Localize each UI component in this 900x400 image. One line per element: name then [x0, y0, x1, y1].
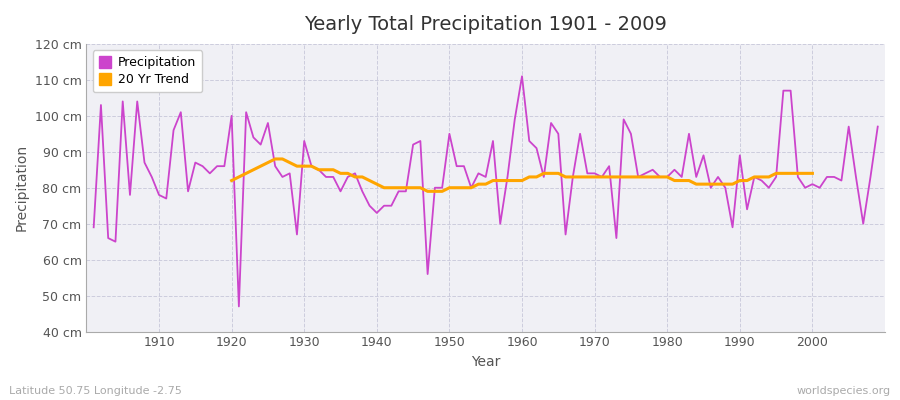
Text: Latitude 50.75 Longitude -2.75: Latitude 50.75 Longitude -2.75 [9, 386, 182, 396]
Precipitation [618, 117, 629, 122]
20 Yr Trend [226, 178, 237, 183]
Precipitation [313, 167, 324, 172]
20 Yr Trend [807, 171, 818, 176]
20 Yr Trend [669, 178, 680, 183]
Title: Yearly Total Precipitation 1901 - 2009: Yearly Total Precipitation 1901 - 2009 [304, 15, 667, 34]
X-axis label: Year: Year [471, 355, 500, 369]
Precipitation [357, 189, 368, 194]
Precipitation [147, 174, 158, 179]
Line: 20 Yr Trend: 20 Yr Trend [231, 159, 813, 191]
20 Yr Trend [604, 174, 615, 179]
20 Yr Trend [742, 178, 752, 183]
20 Yr Trend [270, 156, 281, 161]
Precipitation [531, 146, 542, 150]
Line: Precipitation: Precipitation [94, 76, 878, 306]
Y-axis label: Precipitation: Precipitation [15, 144, 29, 231]
20 Yr Trend [763, 174, 774, 179]
20 Yr Trend [713, 182, 724, 186]
Legend: Precipitation, 20 Yr Trend: Precipitation, 20 Yr Trend [93, 50, 202, 92]
20 Yr Trend [422, 189, 433, 194]
20 Yr Trend [560, 174, 571, 179]
Text: worldspecies.org: worldspecies.org [796, 386, 891, 396]
Precipitation [88, 225, 99, 230]
Precipitation [233, 304, 244, 309]
Precipitation [872, 124, 883, 129]
Precipitation [524, 138, 535, 143]
Precipitation [517, 74, 527, 79]
